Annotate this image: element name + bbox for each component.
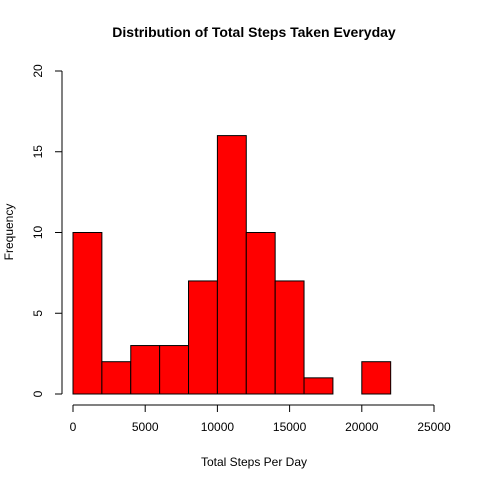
histogram-bar-8 — [303, 377, 334, 395]
histogram-bar-0 — [72, 232, 103, 395]
y-tick-label: 5 — [31, 310, 45, 317]
x-tick-label: 5000 — [132, 420, 159, 434]
y-axis: 0 5 10 15 20 — [31, 64, 63, 397]
x-axis: 0 5000 10000 15000 20000 25000 — [70, 404, 451, 434]
x-tick-label: 15000 — [273, 420, 307, 434]
y-axis-label: Frequency — [2, 204, 16, 261]
histogram-bar-1 — [101, 361, 132, 395]
histogram-bar-6 — [245, 232, 276, 395]
histogram-bar-2 — [130, 345, 161, 395]
x-tick-label: 0 — [70, 420, 77, 434]
x-tick-label: 10000 — [201, 420, 235, 434]
histogram-bar-4 — [188, 280, 218, 395]
x-tick-label: 20000 — [345, 420, 379, 434]
bars-group — [72, 135, 392, 395]
y-tick-label: 10 — [31, 226, 45, 240]
histogram-bar-3 — [159, 345, 190, 395]
x-tick-label: 25000 — [417, 420, 451, 434]
chart-title: Distribution of Total Steps Taken Everyd… — [112, 24, 396, 40]
histogram-bar-10 — [361, 361, 392, 395]
histogram-bar-7 — [274, 280, 305, 395]
y-tick-label: 15 — [31, 145, 45, 159]
histogram-bar-5 — [216, 135, 247, 395]
x-axis-label: Total Steps Per Day — [201, 455, 307, 469]
y-tick-label: 20 — [31, 64, 45, 78]
y-tick-label: 0 — [31, 390, 45, 397]
